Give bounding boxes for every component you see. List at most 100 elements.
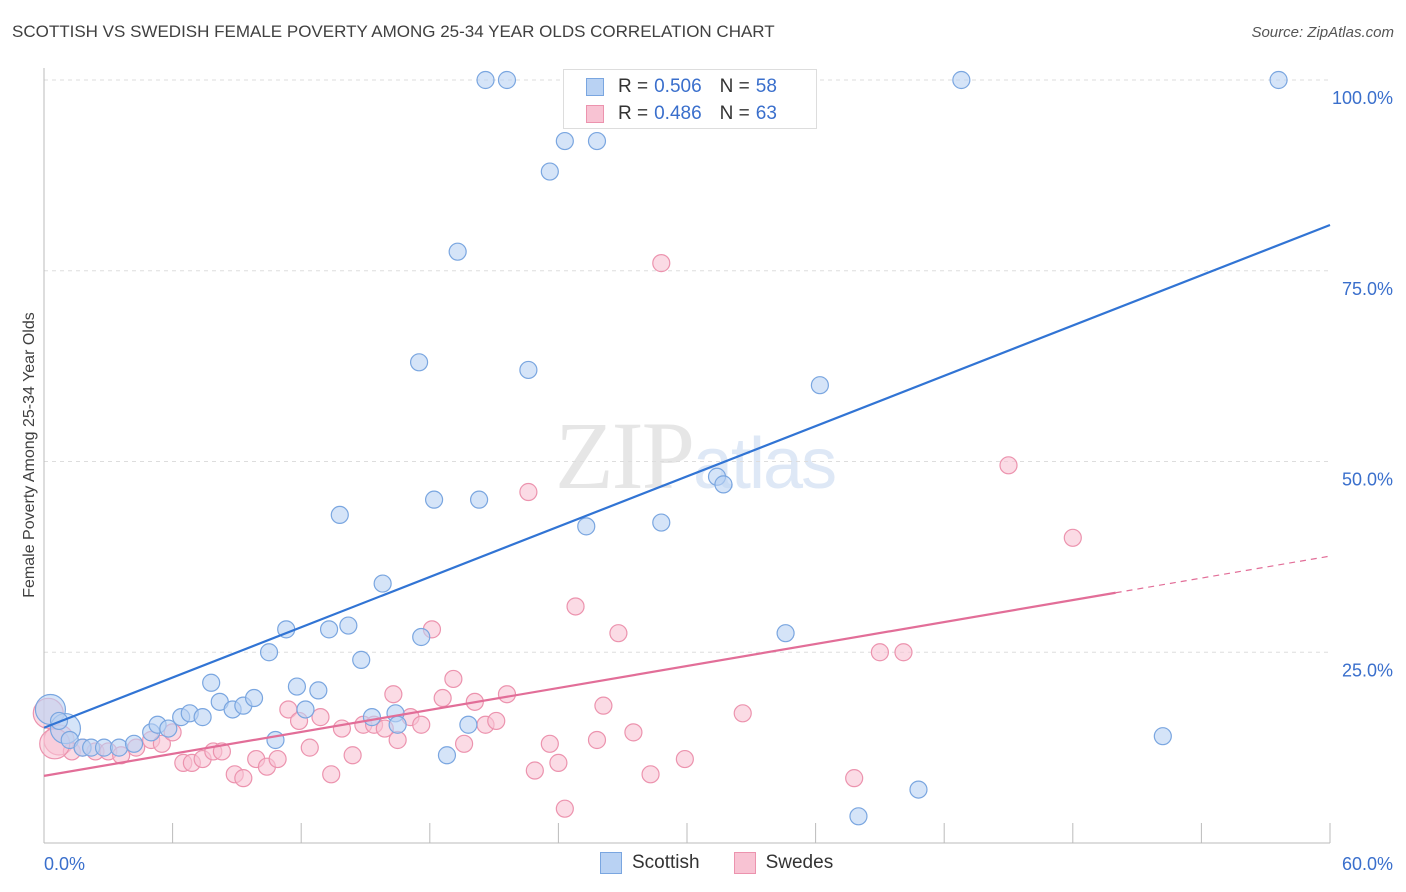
swedes-point [594,696,613,715]
scottish-point [776,624,795,643]
scottish-n-value: 58 [755,76,777,97]
scottish-point [287,677,307,696]
scottish-point [476,70,495,90]
y-tick-label: 50.0% [1342,470,1393,490]
legend-row-swedes: R = 0.486 N = 63 [586,103,777,125]
swedes-point [300,738,319,757]
swedes-point [609,624,628,643]
swedes-point [519,482,538,502]
swedes-point [733,704,752,723]
chart-title: SCOTTISH VS SWEDISH FEMALE POVERTY AMONG… [12,22,775,41]
swedes-point [234,769,253,788]
swedes-point [641,765,660,784]
scottish-point [1153,727,1172,746]
scottish-point [952,70,971,90]
swedes-point [152,734,171,753]
scottish-point [714,475,733,494]
scottish-legend-swatch [600,852,622,874]
scottish-point [202,673,221,692]
swedes-point [540,734,559,753]
y-tick-label: 100.0% [1332,88,1393,108]
scottish-point [540,162,559,181]
scottish-point [193,708,212,727]
scottish-point [424,490,444,509]
scottish-r-value: 0.506 [654,76,702,97]
swedes-point [894,643,913,662]
scottish-point [577,517,596,536]
series-legend: Scottish Swedes [600,852,867,874]
swedes-point [343,746,362,765]
scottish-point [1269,70,1288,90]
watermark-zip: ZIP [555,402,695,509]
swedes-point [322,765,341,784]
n-label: N = [719,103,750,124]
swedes-point [268,749,287,769]
y-tick-label: 75.0% [1342,279,1393,299]
scottish-point [497,70,517,90]
scottish-point [352,650,371,669]
scottish-point [159,719,178,738]
swedes-point [454,734,474,753]
scottish-point [810,376,829,395]
scottish-point [330,505,349,525]
legend-row-scottish: R = 0.506 N = 58 [586,76,777,98]
x-tick-label: 0.0% [44,854,85,874]
scottish-point [555,131,574,151]
swedes-legend-swatch [733,852,756,874]
scottish-point [339,616,358,635]
scottish-point [124,734,144,753]
swedes-trendline [43,591,1116,777]
swedes-point [525,761,544,780]
swedes-point [433,688,452,708]
x-tick-label: 60.0% [1342,854,1393,874]
swedes-point [555,799,574,818]
legend-item-scottish[interactable]: Scottish [600,852,700,874]
swedes-point [412,715,431,734]
scottish-point [319,620,339,639]
source-label: Source: ZipAtlas.com [1251,24,1394,41]
swedes-trendline-extension [1115,555,1331,594]
scottish-point [448,242,467,261]
swedes-swatch [586,105,604,123]
scottish-point [296,700,315,719]
scottish-point [652,513,671,532]
swedes-point [332,719,352,738]
y-tick-label: 25.0% [1342,660,1393,680]
scottish-point [849,807,868,826]
scottish-point [459,715,478,734]
swedes-point [652,254,671,273]
swedes-point [675,749,694,769]
scottish-point [519,360,538,380]
legend-item-swedes[interactable]: Swedes [733,852,834,874]
correlation-legend: R = 0.506 N = 58 R = 0.486 N = 63 [563,69,817,129]
n-label: N = [719,76,750,97]
scottish-point [259,643,279,662]
swedes-point [999,456,1018,475]
swedes-point [845,769,864,788]
scottish-point [412,627,431,647]
swedes-point [487,711,506,731]
swedes-n-value: 63 [755,103,777,124]
scottish-point [409,353,429,372]
scottish-point [244,688,264,708]
scottish-point [309,681,328,700]
scottish-point [437,746,457,765]
swedes-point [1063,528,1082,547]
scottish-legend-label: Scottish [632,852,700,873]
scottish-point [587,131,607,151]
scottish-point [373,574,392,593]
watermark: ZIPatlas [555,400,837,511]
swedes-point [444,669,463,689]
r-label: R = [618,103,649,124]
scottish-point [469,490,489,509]
swedes-r-value: 0.486 [654,103,702,124]
swedes-point [311,708,330,727]
scottish-point [909,780,928,799]
swedes-legend-label: Swedes [765,852,834,873]
swedes-point [870,643,890,662]
swedes-point [624,723,643,742]
scottish-point [109,738,129,757]
scottish-swatch [586,78,604,96]
scottish-point [388,715,407,734]
